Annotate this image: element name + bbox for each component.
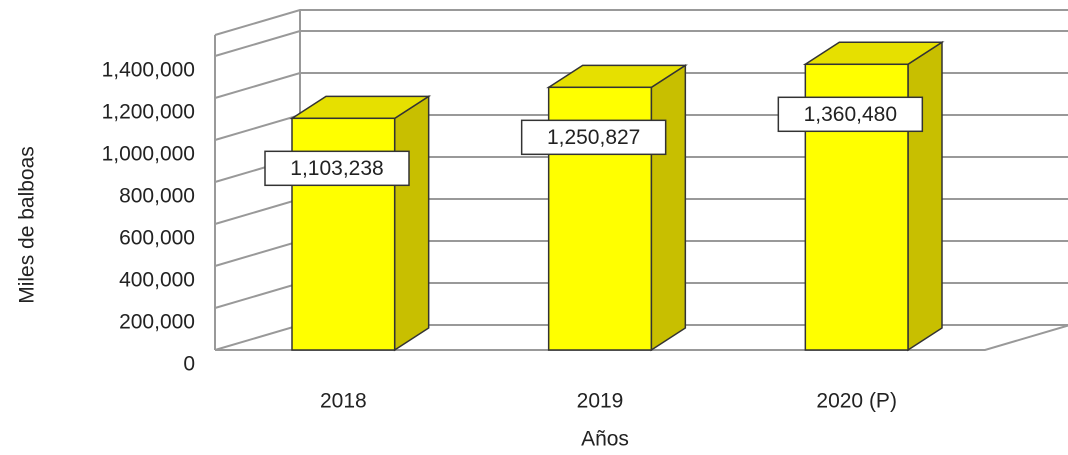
y-tick-label: 1,200,000 (102, 101, 195, 124)
data-label-box (264, 150, 410, 187)
data-label-box (777, 96, 924, 133)
x-axis-label: Años (581, 428, 629, 451)
bar-side (393, 94, 430, 352)
wall-top (214, 9, 1068, 36)
y-tick-label: 800,000 (119, 185, 195, 208)
data-label: 1,103,238 (290, 157, 383, 180)
y-tick-label: 400,000 (119, 269, 195, 292)
y-tick-label: 0 (183, 353, 195, 376)
x-tick-label: 2018 (320, 390, 367, 413)
y-axis-label: Miles de balboas (16, 146, 39, 304)
floor (215, 324, 1068, 351)
bar-side (907, 40, 943, 352)
data-label: 1,360,480 (804, 103, 897, 126)
x-tick-label: 2020 (P) (816, 390, 897, 413)
data-label: 1,250,827 (547, 126, 640, 149)
y-tick-label: 600,000 (119, 227, 195, 250)
grid-line (214, 30, 1068, 57)
y-tick-label: 200,000 (119, 311, 195, 334)
x-tick-label: 2019 (577, 390, 624, 413)
bar-side (650, 63, 687, 352)
data-label-box (520, 119, 667, 156)
y-tick-label: 1,400,000 (102, 59, 195, 82)
y-tick-label: 1,000,000 (102, 143, 195, 166)
